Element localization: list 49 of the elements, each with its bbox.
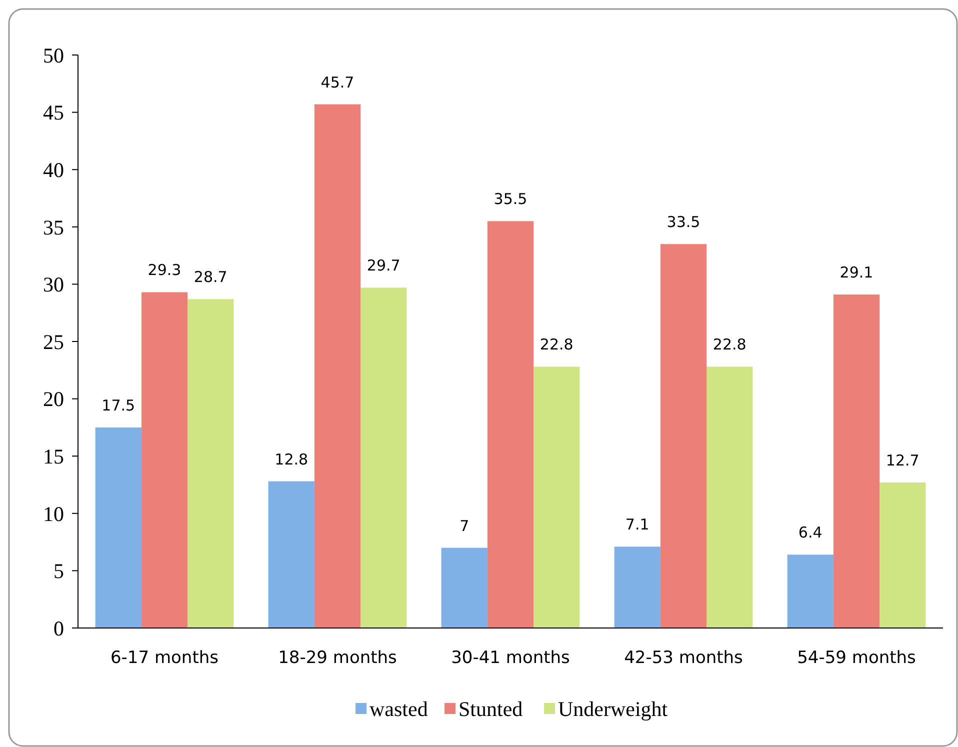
bar bbox=[360, 288, 407, 628]
bar bbox=[441, 548, 488, 628]
legend-label: Underweight bbox=[558, 697, 668, 721]
data-label: 17.5 bbox=[102, 396, 136, 414]
bar bbox=[706, 366, 753, 628]
x-tick-label: 54-59 months bbox=[797, 648, 916, 668]
bar bbox=[787, 554, 834, 628]
y-tick-label: 5 bbox=[54, 559, 64, 584]
data-label: 29.3 bbox=[148, 261, 182, 280]
bar bbox=[141, 292, 188, 628]
data-label: 22.8 bbox=[540, 336, 574, 354]
data-label: 29.7 bbox=[366, 256, 400, 275]
bar bbox=[534, 366, 580, 628]
y-tick-label: 40 bbox=[43, 158, 64, 182]
y-tick-label: 20 bbox=[43, 387, 64, 412]
bar bbox=[268, 481, 314, 628]
y-tick-label: 35 bbox=[43, 215, 64, 240]
data-label: 35.5 bbox=[494, 190, 528, 208]
y-tick-label: 30 bbox=[43, 272, 64, 297]
legend-label: Stunted bbox=[458, 697, 524, 721]
y-tick-label: 50 bbox=[43, 43, 64, 68]
y-tick-label: 25 bbox=[43, 330, 64, 354]
bar bbox=[660, 244, 707, 628]
data-label: 22.8 bbox=[712, 336, 746, 354]
data-label: 29.1 bbox=[840, 264, 874, 282]
data-label: 12.7 bbox=[886, 451, 920, 470]
legend-label: wasted bbox=[370, 697, 428, 721]
bar bbox=[614, 546, 660, 628]
x-tick-label: 42-53 months bbox=[624, 648, 744, 668]
y-tick-label: 10 bbox=[43, 502, 64, 526]
x-tick-label: 6-17 months bbox=[110, 648, 219, 668]
x-tick-label: 18-29 months bbox=[278, 648, 398, 668]
data-label: 6.4 bbox=[798, 524, 822, 542]
bar bbox=[314, 104, 361, 628]
bar bbox=[95, 427, 142, 628]
y-tick-label: 0 bbox=[54, 616, 64, 640]
data-label: 7 bbox=[460, 516, 470, 535]
bar bbox=[487, 221, 534, 628]
y-tick-label: 45 bbox=[43, 100, 64, 125]
data-label: 33.5 bbox=[666, 213, 700, 232]
bar bbox=[833, 294, 880, 628]
bar bbox=[880, 482, 926, 628]
data-label: 7.1 bbox=[625, 516, 650, 534]
x-tick-label: 30-41 months bbox=[451, 648, 570, 668]
y-tick-label: 15 bbox=[43, 444, 64, 468]
data-label: 45.7 bbox=[320, 73, 354, 92]
data-label: 12.8 bbox=[274, 450, 308, 468]
data-label: 28.7 bbox=[194, 268, 228, 286]
bar bbox=[188, 299, 234, 628]
